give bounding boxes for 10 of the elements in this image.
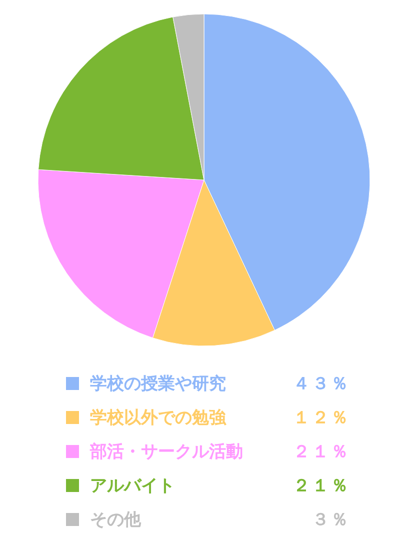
data-label: ３％ <box>312 510 350 530</box>
legend-label: 部活・サークル活動 <box>89 442 243 462</box>
legend-label: 学校の授業や研究 <box>90 374 226 394</box>
data-label: ４３％ <box>293 374 350 394</box>
legend-label: アルバイト <box>90 476 175 496</box>
data-label: ２１％ <box>293 476 350 496</box>
data-label: ２１％ <box>293 442 350 462</box>
legend-label: 学校以外での勉強 <box>90 408 227 428</box>
legend-label: その他 <box>90 510 142 530</box>
data-label: １２％ <box>293 408 350 428</box>
